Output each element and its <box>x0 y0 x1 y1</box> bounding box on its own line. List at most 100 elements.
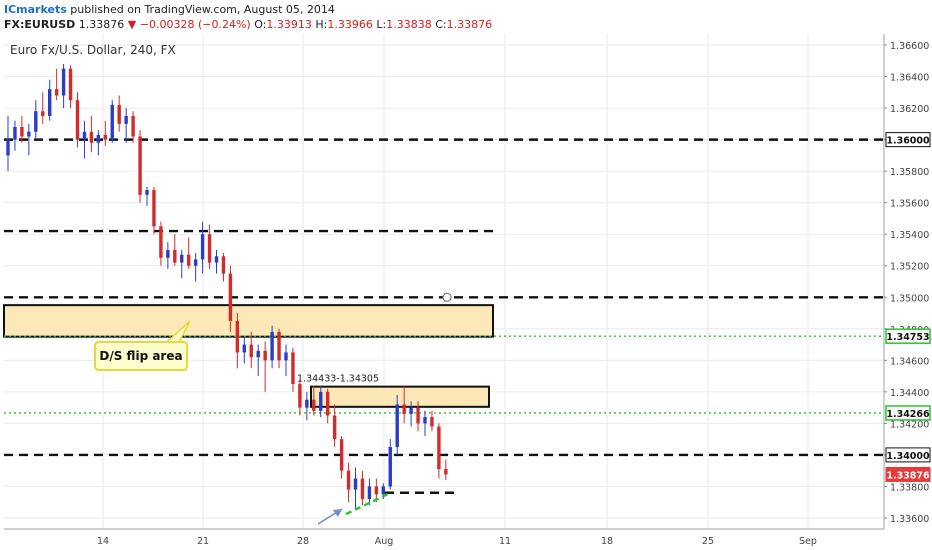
candle-body <box>20 127 24 137</box>
candle-body <box>353 478 358 490</box>
candle-body <box>48 89 52 116</box>
open-label: O: <box>254 18 267 31</box>
candle-body <box>312 399 316 411</box>
price-label-text: 1.33876 <box>886 470 930 481</box>
time-tick-label: Aug <box>375 536 394 547</box>
supply-demand-zones <box>3 304 494 408</box>
price-tick-label: 1.34400 <box>890 388 929 399</box>
quote-line: FX:EURUSD 1.33876 ▼ −0.00328 (−0.24%) O:… <box>4 18 492 32</box>
high-label: H: <box>315 18 328 31</box>
candle-body <box>256 350 260 358</box>
supply-demand-zone <box>3 304 494 338</box>
candle-body <box>187 254 191 266</box>
price-change: −0.00328 (−0.24%) <box>139 18 251 31</box>
candle-body <box>61 68 66 96</box>
candle-body <box>409 407 413 414</box>
publisher-line: ICmarkets published on TradingView.com, … <box>4 3 335 17</box>
candle-body <box>444 469 448 475</box>
candle-body <box>152 190 156 227</box>
candle-body <box>221 256 226 274</box>
price-tick-label: 1.33600 <box>890 514 929 525</box>
open-value: 1.33913 <box>266 18 312 31</box>
time-tick-label: 28 <box>297 536 309 547</box>
price-label-box <box>885 132 931 148</box>
price-tick-label: 1.34600 <box>890 356 929 367</box>
candle-body <box>124 115 128 124</box>
chart-title: Euro Fx/U.S. Dollar, 240, FX <box>10 43 176 57</box>
candle-body <box>235 320 240 353</box>
price-label-box <box>885 328 931 344</box>
candle-body <box>346 470 351 490</box>
time-tick-label: 25 <box>702 536 714 547</box>
candle-body <box>159 226 163 258</box>
candle-body <box>381 486 385 495</box>
candle-body <box>242 344 246 353</box>
blue-arrow-head <box>333 509 342 517</box>
candle-body <box>117 104 121 124</box>
supply-demand-zone <box>310 385 490 408</box>
price-label-text: 1.34753 <box>886 332 929 343</box>
plot-background <box>4 34 884 529</box>
close-value: 1.33876 <box>446 18 493 31</box>
candle-body <box>207 234 212 263</box>
down-triangle-icon: ▼ <box>127 18 137 31</box>
time-tick-label: 11 <box>499 536 511 547</box>
candle-body <box>173 249 177 263</box>
candle-body <box>360 478 365 500</box>
candle-body <box>27 131 31 137</box>
candle-body <box>423 417 427 424</box>
candle-body <box>41 111 45 116</box>
close-label: C: <box>435 18 447 31</box>
candle-body <box>277 331 281 361</box>
drawings: D/S flip area 1.34433-1.34305 <box>94 292 452 525</box>
price-tick-label: 1.35000 <box>890 293 929 304</box>
candle-body <box>110 104 114 140</box>
time-tick-label: 21 <box>197 536 209 547</box>
price-tick-label: 1.35800 <box>890 167 929 178</box>
candle-body <box>200 234 205 260</box>
symbol-label[interactable]: FX:EURUSD <box>4 18 76 31</box>
candle-body <box>138 136 142 195</box>
last-price: 1.33876 <box>78 18 125 31</box>
price-label-text: 1.36000 <box>886 136 930 147</box>
flip-callout-pointer <box>165 320 191 343</box>
candle-body <box>180 254 184 263</box>
level-handle-circle <box>442 292 452 302</box>
price-tick-label: 1.36200 <box>890 104 929 115</box>
price-label-text: 1.34000 <box>886 451 930 462</box>
candle-body <box>145 190 149 195</box>
candle-body <box>193 259 198 266</box>
price-tick-label: 1.36600 <box>890 41 929 52</box>
candle-body <box>395 404 399 448</box>
candles <box>6 63 448 511</box>
candle-body <box>305 399 309 408</box>
candle-body <box>249 344 253 358</box>
candle-body <box>82 131 87 140</box>
price-label-text: 1.34266 <box>886 409 930 420</box>
candle-body <box>284 352 288 361</box>
candle-body <box>270 331 274 361</box>
candle-body <box>339 439 344 471</box>
candle-body <box>298 383 302 408</box>
candle-body <box>388 447 392 487</box>
price-tick-label: 1.36400 <box>890 73 929 84</box>
time-tick-label: 14 <box>97 536 109 547</box>
candle-body <box>131 115 135 137</box>
time-axis: 14 21 28 Aug 11 18 25 Sep <box>4 528 884 547</box>
price-label-box <box>885 466 931 482</box>
publisher-link[interactable]: ICmarkets <box>4 3 67 16</box>
zone-range-label: 1.34433-1.34305 <box>297 374 379 385</box>
candle-body <box>6 139 10 156</box>
candle-body <box>96 134 101 143</box>
candle-body <box>367 486 372 500</box>
candle-body <box>166 249 170 258</box>
price-label-box <box>885 447 931 463</box>
low-value: 1.33838 <box>386 18 432 31</box>
flip-callout-box <box>94 341 188 371</box>
time-tick-label: Sep <box>799 536 817 547</box>
candle-body <box>374 486 379 495</box>
flip-callout-label: D/S flip area <box>99 349 182 363</box>
price-tick-label: 1.33800 <box>890 482 929 493</box>
candle-body <box>332 415 337 440</box>
price-chart[interactable]: D/S flip area 1.34433-1.34305 1.36600 1.36… <box>0 34 932 550</box>
